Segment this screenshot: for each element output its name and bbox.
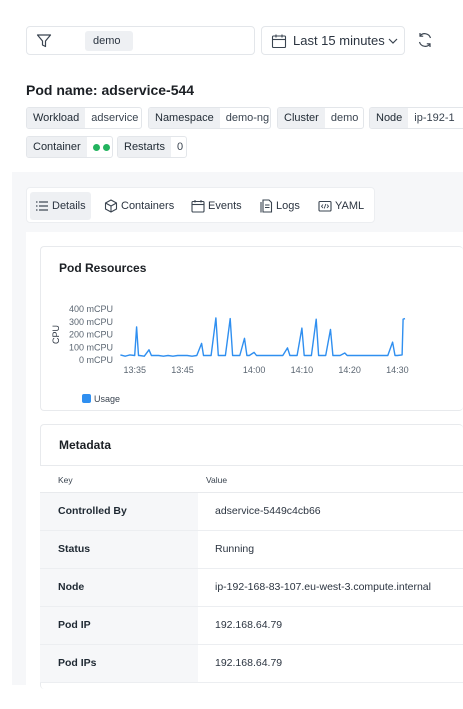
time-range-picker[interactable]: Last 15 minutes <box>261 26 405 55</box>
tag-key: Container <box>27 137 87 157</box>
filter-icon <box>36 34 52 48</box>
tag-restarts: Restarts 0 <box>117 136 187 158</box>
card-title: Metadata <box>59 438 112 452</box>
chart-legend[interactable]: Usage <box>82 394 120 404</box>
refresh-icon[interactable] <box>416 31 434 49</box>
code-icon <box>318 200 332 212</box>
page-title: Pod name: adservice-544 <box>26 82 195 98</box>
metadata-table-header: Key Value <box>40 465 463 493</box>
tab-label: Containers <box>121 200 175 212</box>
tab-events[interactable]: Events <box>186 192 248 220</box>
tab-label: Logs <box>276 200 300 212</box>
table-row: Node ip-192-168-83-107.eu-west-3.compute… <box>40 569 463 607</box>
table-row: Status Running <box>40 531 463 569</box>
row-value: 192.168.64.79 <box>215 657 283 669</box>
tag-key: Workload <box>27 108 86 128</box>
tag-value: ip-192-1 <box>414 112 455 124</box>
tag-key: Namespace <box>149 108 220 128</box>
tag-key: Node <box>370 108 409 128</box>
calendar-icon <box>271 34 287 49</box>
row-value: 192.168.64.79 <box>215 619 283 631</box>
row-key: Pod IP <box>40 607 198 644</box>
tag-key: Cluster <box>278 108 325 128</box>
tab-label: Events <box>208 200 242 212</box>
table-row: Pod IP 192.168.64.79 <box>40 607 463 645</box>
table-row: Pod IPs 192.168.64.79 <box>40 645 463 683</box>
container-status-dots <box>87 137 112 157</box>
row-key: Status <box>40 531 198 568</box>
row-key: Pod IPs <box>40 645 198 682</box>
tag-node: Node ip-192-1 <box>369 107 463 129</box>
tab-label: Details <box>52 200 86 212</box>
tag-namespace: Namespace demo-ng <box>148 107 271 129</box>
tab-bar: Details Containers Events Logs YAML <box>26 187 375 223</box>
pod-resources-card: Pod Resources <box>40 246 463 411</box>
tab-logs[interactable]: Logs <box>254 192 307 220</box>
legend-label: Usage <box>94 394 121 404</box>
tag-container: Container <box>26 136 113 158</box>
tag-value: demo-ng <box>225 112 270 124</box>
tag-workload: Workload adservice <box>26 107 142 129</box>
status-dot-icon <box>102 143 110 151</box>
filter-chip[interactable]: demo <box>85 31 133 51</box>
row-value: Running <box>215 543 255 555</box>
row-key: Controlled By <box>40 493 198 530</box>
cube-icon <box>104 199 118 213</box>
row-key: Node <box>40 569 198 606</box>
tag-value: adservice <box>91 112 139 124</box>
document-icon <box>260 199 273 213</box>
list-icon <box>36 201 48 211</box>
tag-cluster: Cluster demo <box>277 107 364 129</box>
tab-details[interactable]: Details <box>30 192 91 220</box>
tag-key: Restarts <box>118 137 171 157</box>
tab-label: YAML <box>335 200 365 212</box>
tag-value: 0 <box>176 141 184 153</box>
row-value: ip-192-168-83-107.eu-west-3.compute.inte… <box>215 581 431 593</box>
tag-value: demo <box>330 112 359 124</box>
filter-input[interactable]: demo <box>26 26 255 55</box>
card-title: Pod Resources <box>59 261 147 275</box>
tab-yaml[interactable]: YAML <box>313 192 369 220</box>
status-dot-icon <box>92 143 100 151</box>
chevron-down-icon <box>388 38 398 44</box>
column-header-value: Value <box>206 475 228 485</box>
column-header-key: Key <box>58 475 73 485</box>
legend-swatch <box>82 394 91 403</box>
row-value: adservice-5449c4cb66 <box>215 505 321 517</box>
calendar-icon <box>191 200 205 213</box>
tab-containers[interactable]: Containers <box>99 192 179 220</box>
table-row: Controlled By adservice-5449c4cb66 <box>40 493 463 531</box>
time-range-label: Last 15 minutes <box>293 33 385 48</box>
